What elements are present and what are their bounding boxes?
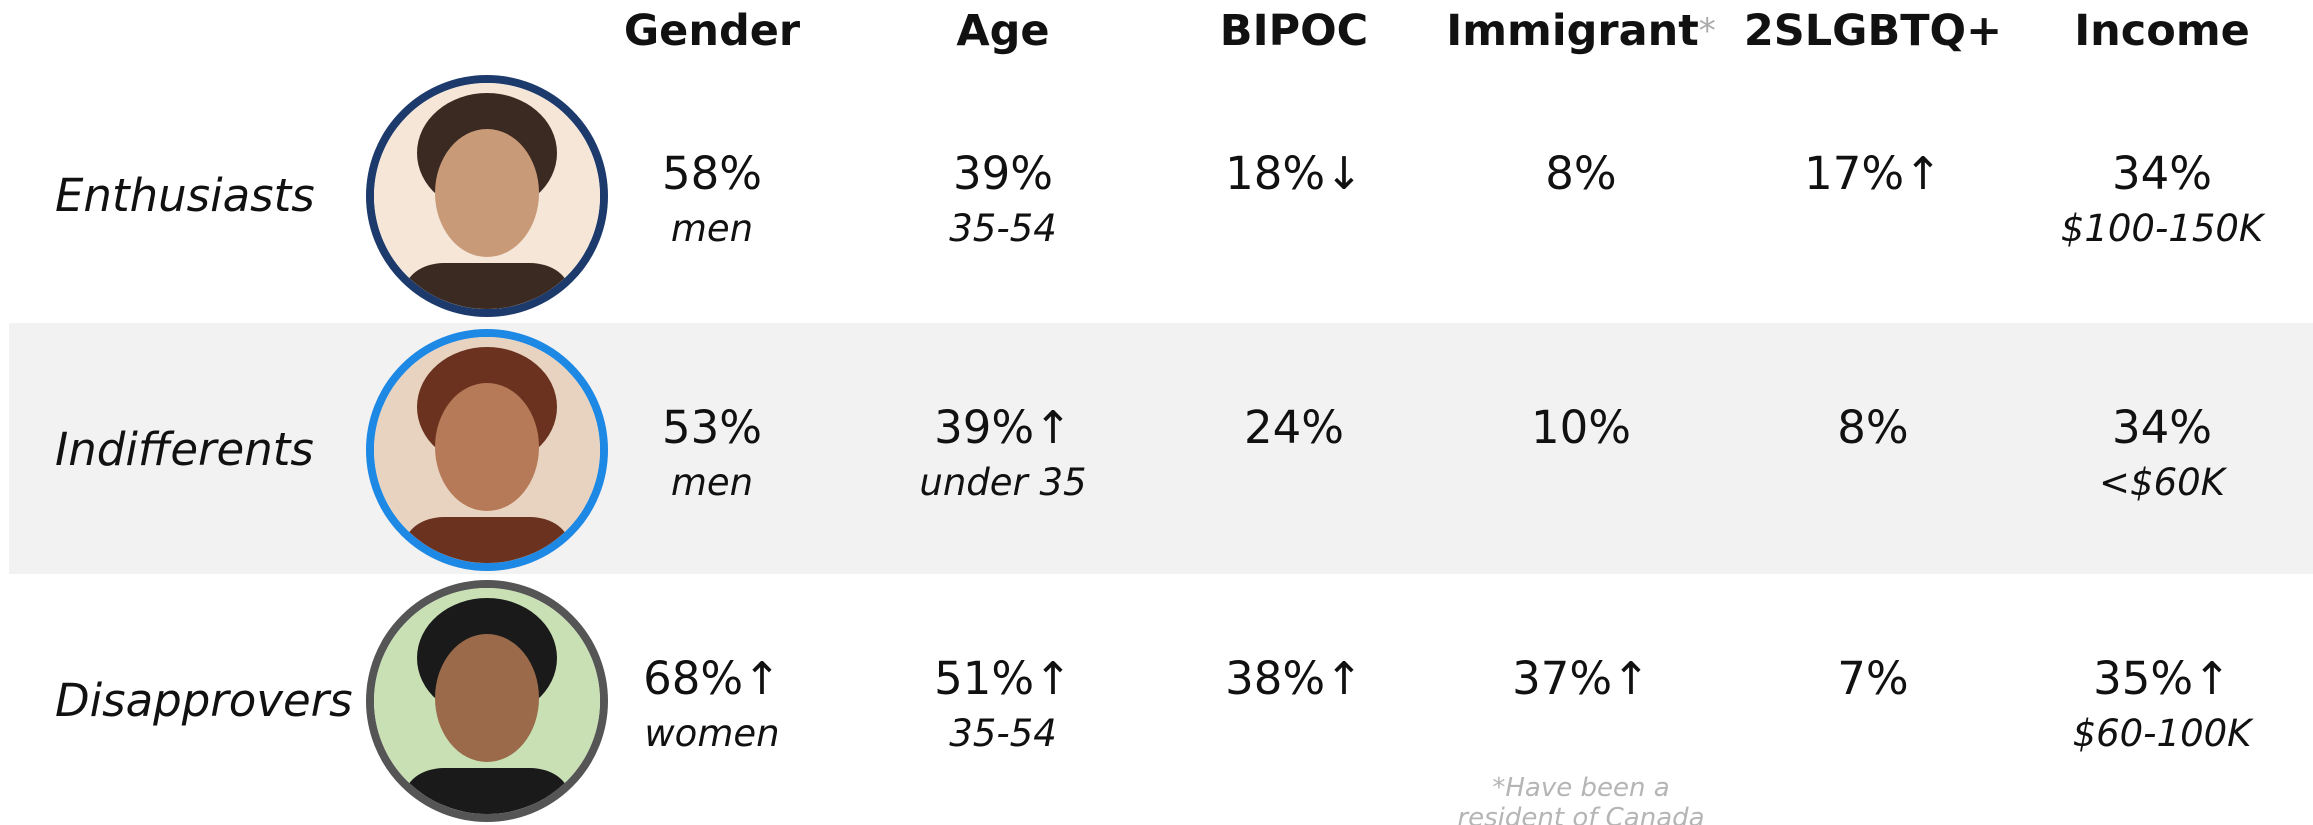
cell-detail: 35-54 [949,712,1057,755]
footnote: *Have been a [1492,773,1670,803]
cell-value: 8% [1837,401,1909,454]
column-header: Age [858,6,1148,56]
cell-detail: women [644,712,780,755]
cell-detail: men [670,461,754,504]
cell-detail: $100-150K [2060,207,2264,250]
header-marker: * [1698,11,1716,51]
row-label: Disapprovers [55,674,353,727]
cell-value: 39%↑ [934,401,1072,454]
cell-value: 37%↑ [1512,652,1650,705]
avatar-image [374,337,600,563]
cell-detail: <$60K [2099,461,2225,504]
avatar [366,580,608,822]
cell-detail: 35-54 [949,207,1057,250]
header-label: Income [2074,6,2250,56]
avatar-image [374,588,600,814]
header-label: BIPOC [1219,6,1369,56]
row-label: Enthusiasts [55,169,315,222]
cell-detail: men [670,207,754,250]
header-label: Age [956,6,1050,56]
avatar-image [374,83,600,309]
cell-value: 10% [1530,401,1632,454]
column-header: Income [2017,6,2307,56]
cell-value: 51%↑ [934,652,1072,705]
avatar [366,329,608,571]
cell-detail: $60-100K [2072,712,2252,755]
column-header: Gender [567,6,857,56]
cell-value: 7% [1837,652,1909,705]
cell-detail: under 35 [919,461,1087,504]
cell-value: 38%↑ [1225,652,1363,705]
column-header: Immigrant* [1436,6,1726,56]
column-header: 2SLGBTQ+ [1728,6,2018,56]
header-label: Immigrant [1446,6,1699,56]
cell-value: 39% [952,147,1054,200]
row-label: Indifferents [55,423,314,476]
column-header: BIPOC [1149,6,1439,56]
avatar [366,75,608,317]
cell-value: 34% [2111,147,2213,200]
header-label: Gender [623,6,801,56]
cell-value: 58% [661,147,763,200]
cell-value: 34% [2111,401,2213,454]
cell-value: 35%↑ [2093,652,2231,705]
cell-value: 17%↑ [1804,147,1942,200]
cell-value: 53% [661,401,763,454]
cell-value: 68%↑ [643,652,781,705]
cell-value: 18%↓ [1225,147,1363,200]
header-label: 2SLGBTQ+ [1743,6,2003,56]
cell-value: 24% [1243,401,1345,454]
cell-value: 8% [1545,147,1617,200]
footnote: resident of Canada [1457,803,1705,825]
